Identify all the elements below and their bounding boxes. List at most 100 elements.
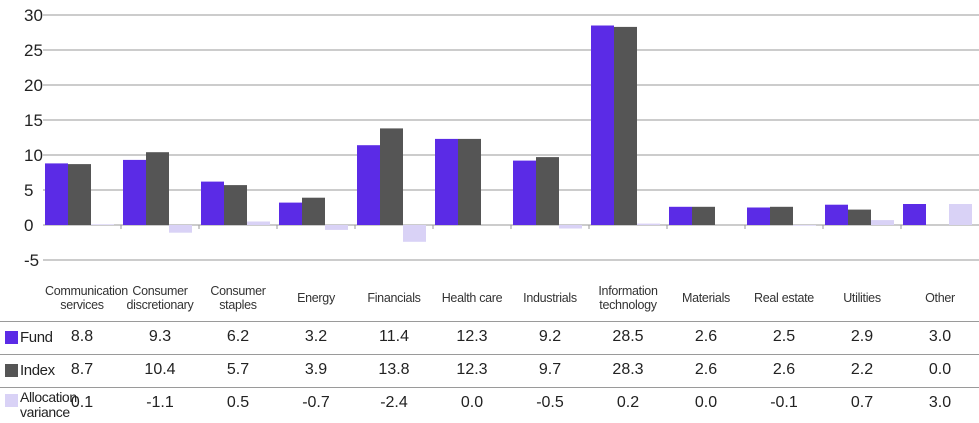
bar-allocation-variance-communication-services — [91, 224, 114, 225]
table-cell: 13.8 — [378, 361, 410, 378]
table-cell: 9.7 — [538, 361, 562, 378]
row-divider — [0, 354, 979, 355]
bar-fund-materials — [669, 206, 692, 225]
table-cell: 2.6 — [694, 361, 718, 378]
table-cell: 6.2 — [226, 328, 250, 345]
table-row: Allocation variance 0.1 -1.1 0.5 -0.7 -2.4 0.0 -… — [0, 387, 979, 422]
bar-allocation-variance-industrials — [559, 225, 582, 229]
category-label-line: Energy — [297, 291, 335, 305]
category-label-line: Consumer — [210, 284, 266, 298]
bar-allocation-variance-energy — [325, 225, 348, 230]
row-label: Fund — [5, 321, 53, 353]
category-label-line: Other — [925, 291, 955, 305]
bar-allocation-variance-financials — [403, 225, 426, 242]
category-label-line: technology — [599, 298, 657, 312]
bar-allocation-variance-other — [949, 204, 972, 225]
category-label-line: Health care — [441, 291, 503, 305]
bar-fund-communication-services — [45, 163, 68, 225]
legend-label-line: Allocation — [20, 389, 77, 405]
y-tick-label: -5 — [24, 251, 39, 270]
category-label-line: Consumer — [132, 284, 188, 298]
table-cell: 28.5 — [612, 328, 644, 345]
row-label: Index — [5, 354, 55, 386]
table-cell: 0.0 — [460, 394, 484, 411]
table-cell: 2.6 — [772, 361, 796, 378]
table-cell: 5.7 — [226, 361, 250, 378]
category-label-line: Information — [598, 284, 658, 298]
category-label-line: Industrials — [523, 291, 577, 305]
bar-fund-financials — [357, 145, 380, 225]
bar-allocation-variance-consumer-staples — [247, 221, 270, 225]
table-cell: 0.2 — [616, 394, 640, 411]
legend-label: Fund — [20, 328, 53, 346]
bar-fund-real-estate — [747, 207, 770, 225]
y-tick-label: 10 — [24, 146, 43, 165]
bar-allocation-variance-consumer-discretionary — [169, 225, 192, 233]
row-label: Allocation variance — [5, 387, 77, 422]
table-cell: -2.4 — [380, 394, 408, 411]
table-cell: 10.4 — [144, 361, 176, 378]
bar-fund-health-care — [435, 138, 458, 225]
legend-swatch — [5, 394, 18, 407]
table-cell: 3.2 — [304, 328, 328, 345]
bar-allocation-variance-utilities — [871, 220, 894, 225]
table-cell: 9.3 — [148, 328, 172, 345]
table-cell: 2.9 — [850, 328, 874, 345]
category-label-line: services — [60, 298, 104, 312]
row-divider — [0, 321, 979, 322]
table-row: Index 8.7 10.4 5.7 3.9 13.8 12.3 9.7 28.3 2.6 2.6 2… — [0, 354, 979, 386]
table-cell: 2.5 — [772, 328, 796, 345]
category-label-line: Communication — [45, 284, 128, 298]
table-cell: 0.1 — [70, 394, 94, 411]
bar-index-health-care — [458, 138, 481, 225]
table-cell: 3.9 — [304, 361, 328, 378]
table-cell: 3.0 — [928, 394, 952, 411]
legend-label-line: variance — [20, 404, 70, 420]
bar-fund-industrials — [513, 160, 536, 225]
bar-index-communication-services — [68, 164, 91, 225]
bar-fund-energy — [279, 202, 302, 225]
x-category-label: Health care — [435, 291, 509, 305]
x-category-label: Utilities — [825, 291, 899, 305]
x-category-label: Communication services — [45, 284, 128, 312]
bar-index-consumer-discretionary — [146, 152, 169, 225]
bar-index-information-technology — [614, 26, 637, 226]
table-cell: 0.7 — [850, 394, 874, 411]
bar-index-consumer-staples — [224, 185, 247, 225]
table-cell: 11.4 — [379, 328, 409, 345]
legend-label: Allocation variance — [20, 390, 77, 420]
y-tick-label: 20 — [24, 76, 43, 95]
category-label-line: Utilities — [843, 291, 881, 305]
table-cell: -0.7 — [302, 394, 330, 411]
bar-allocation-variance-information-technology — [637, 223, 660, 225]
category-label-line: Financials — [367, 291, 421, 305]
legend-swatch — [5, 363, 18, 377]
y-tick-label: 25 — [24, 41, 43, 60]
y-axis-labels: -5 0 5 10 15 20 25 30 — [24, 6, 43, 270]
table-cell: -0.5 — [536, 394, 564, 411]
x-category-label: Consumer staples — [201, 284, 275, 312]
bar-fund-consumer-discretionary — [123, 159, 146, 225]
sector-allocation-chart: -5 0 5 10 15 20 25 30 — [24, 6, 979, 270]
x-category-label: Materials — [669, 291, 743, 305]
bar-fund-utilities — [825, 204, 848, 225]
table-cell: 2.6 — [694, 328, 718, 345]
bar-index-real-estate — [770, 206, 793, 225]
x-category-label: Industrials — [513, 291, 587, 305]
bar-index-financials — [380, 128, 403, 225]
table-cell: 0.0 — [928, 361, 952, 378]
bar-fund-information-technology — [591, 25, 614, 225]
bar-fund-consumer-staples — [201, 181, 224, 225]
table-cell: 0.0 — [694, 394, 718, 411]
table-row: Fund 8.8 9.3 6.2 3.2 11.4 12.3 9.2 28.5 2.6 2.5 2.9… — [0, 321, 979, 353]
y-tick-label: 5 — [24, 181, 33, 200]
y-tick-label: 30 — [24, 6, 43, 25]
bar-allocation-variance-real-estate — [793, 225, 816, 226]
row-divider — [0, 387, 979, 388]
x-category-label: Real estate — [747, 291, 821, 305]
table-cell: 12.3 — [456, 361, 488, 378]
table-cell: 8.7 — [70, 361, 94, 378]
table-cell: -0.1 — [770, 394, 798, 411]
category-label-line: Real estate — [754, 291, 814, 305]
table-cell: 28.3 — [612, 361, 644, 378]
